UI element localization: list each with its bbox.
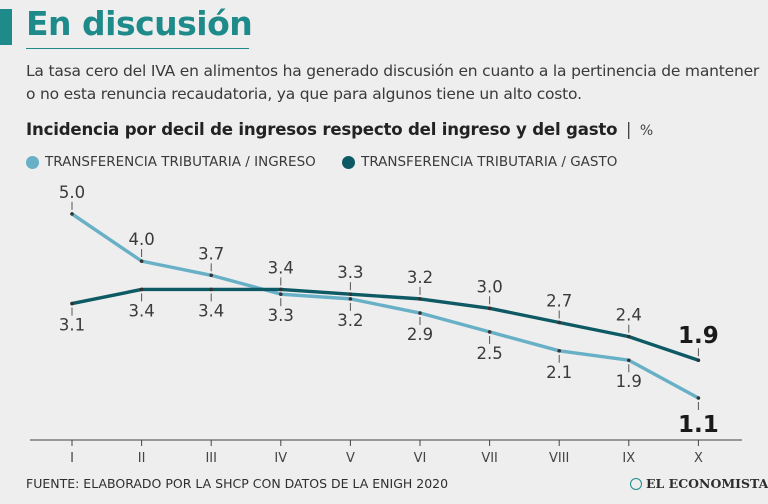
page-title: En discusión [26,4,253,43]
title-underline [26,48,249,49]
data-label-gasto-6: 3.2 [407,268,433,287]
data-label-ingreso-7: 2.5 [476,344,502,363]
data-label-gasto-8: 2.7 [546,291,572,310]
data-label-gasto-5: 3.3 [337,263,363,282]
globe-icon [630,477,642,490]
point-gasto-9 [627,334,631,339]
legend-label-gasto: TRANSFERENCIA TRIBUTARIA / GASTO [361,154,618,170]
point-gasto-8 [557,320,561,325]
point-ingreso-8 [557,349,561,353]
legend-dot-ingreso [26,155,39,169]
data-label-ingreso-10: 1.1 [678,412,719,438]
point-gasto-6 [418,297,422,301]
chart-title-separator: | [625,120,632,139]
point-ingreso-10 [696,396,701,400]
point-ingreso-5 [348,297,353,301]
point-ingreso-1 [70,212,74,216]
source-note: FUENTE: ELABORADO POR LA SHCP CON DATOS … [26,476,449,491]
data-label-gasto-9: 2.4 [616,306,642,325]
point-gasto-10 [696,358,701,363]
x-tick-label-6: VI [414,451,427,466]
data-label-ingreso-4: 3.3 [268,306,294,325]
legend-dot-gasto [342,155,356,169]
brand-logo: EL ECONOMISTA [630,476,768,491]
series-line-gasto [70,287,701,362]
data-label-gasto-10: 1.9 [678,323,719,349]
data-label-ingreso-1: 5.0 [59,183,85,202]
legend-item-gasto: TRANSFERENCIA TRIBUTARIA / GASTO [342,154,617,170]
x-tick-label-4: IV [274,451,287,466]
series-line-ingreso [70,212,701,400]
x-tick-label-7: VII [481,451,498,466]
data-label-ingreso-3: 3.7 [198,244,224,263]
data-label-ingreso-6: 2.9 [407,325,433,344]
point-ingreso-7 [487,330,492,334]
chart-unit: % [639,123,653,139]
point-ingreso-2 [139,259,144,263]
x-tick-label-1: I [70,451,74,466]
point-gasto-2 [139,287,144,292]
x-tick-label-3: III [205,451,217,466]
point-ingreso-4 [279,292,283,296]
data-label-gasto-2: 3.4 [128,301,154,320]
data-label-ingreso-9: 1.9 [616,372,642,391]
data-label-gasto-4: 3.4 [268,258,294,277]
x-tick-label-10: X [694,451,703,466]
line-chart: I II III IV V VI VII VIII IX X5.04.03.73.3 3.22.92… [30,183,742,466]
point-gasto-3 [209,287,213,292]
brand-name: EL ECONOMISTA [646,476,768,491]
legend-label-ingreso: TRANSFERENCIA TRIBUTARIA / INGRESO [45,154,316,170]
data-label-gasto-3: 3.4 [198,301,224,320]
point-gasto-5 [348,292,353,296]
point-ingreso-6 [418,311,422,315]
title-accent-bar [0,9,12,45]
data-label-ingreso-8: 2.1 [546,363,572,382]
x-tick-label-5: V [346,451,355,466]
point-ingreso-3 [209,273,213,278]
x-tick-label-9: IX [622,451,635,466]
chart-title: Incidencia por decil de ingresos respect… [26,120,653,139]
data-label-gasto-1: 3.1 [59,316,85,335]
legend-item-ingreso: TRANSFERENCIA TRIBUTARIA / INGRESO [26,154,316,170]
page-subtitle: La tasa cero del IVA en alimentos ha gen… [26,62,760,103]
point-gasto-1 [70,301,74,306]
x-tick-label-2: II [138,451,146,466]
point-gasto-7 [487,306,492,311]
data-label-ingreso-5: 3.2 [337,311,363,330]
data-label-gasto-7: 3.0 [476,277,502,296]
point-ingreso-9 [627,358,631,363]
chart-title-text: Incidencia por decil de ingresos respect… [26,120,618,139]
x-tick-label-8: VIII [549,451,569,466]
chart-legend: TRANSFERENCIA TRIBUTARIA / INGRESO TRANS… [26,154,639,173]
data-label-ingreso-2: 4.0 [128,230,154,249]
point-gasto-4 [279,287,283,292]
